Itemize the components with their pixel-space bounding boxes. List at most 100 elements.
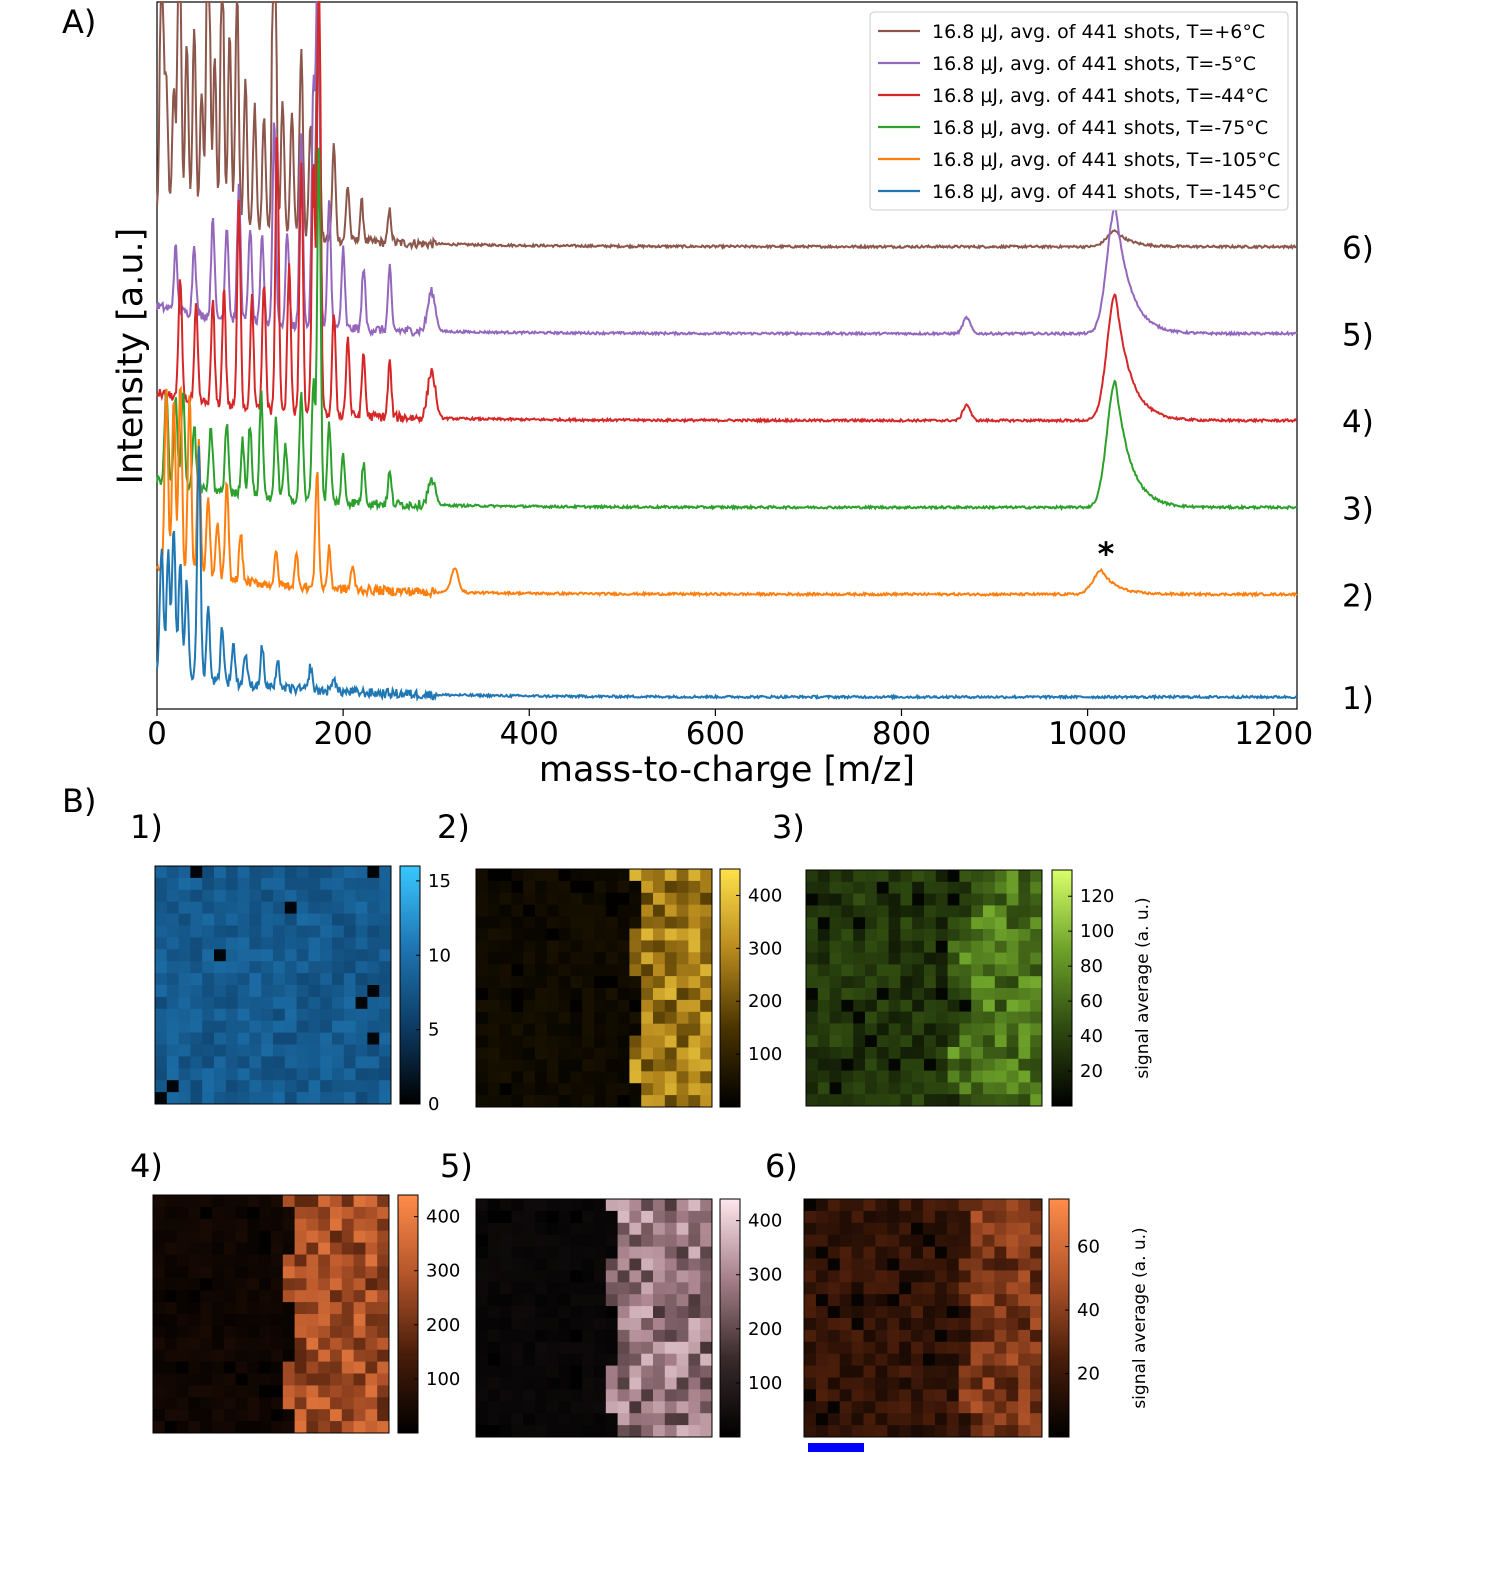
heatmap-cell	[235, 1349, 248, 1362]
heatmap-cell	[653, 1071, 666, 1084]
heatmap-cell	[511, 964, 524, 977]
heatmap-cell	[273, 961, 286, 974]
colorbar-tick-label: 60	[1080, 991, 1103, 1012]
heatmap-cell	[166, 877, 179, 891]
heatmap-cell	[235, 1361, 248, 1374]
heatmap-cell	[1030, 988, 1043, 1001]
heatmap-cell	[887, 1282, 900, 1295]
heatmap-cell	[1018, 964, 1031, 977]
heatmap-cell	[641, 1059, 654, 1072]
heatmap-cell	[841, 1023, 854, 1036]
heatmap-cell	[605, 928, 618, 941]
heatmap-cell	[212, 1230, 225, 1243]
heatmap-cell	[911, 1425, 924, 1438]
heatmap-cell	[511, 1365, 524, 1378]
heatmap-cell	[190, 1032, 203, 1045]
heatmap-cell	[214, 1008, 227, 1022]
heatmap-cell	[983, 929, 996, 942]
heatmap-cell	[582, 1071, 595, 1084]
heatmap-cell	[688, 976, 701, 989]
heatmap-cell	[341, 1325, 354, 1339]
heatmap-cell	[546, 1425, 559, 1438]
heatmap-cell	[994, 1377, 1007, 1390]
heatmap-cell	[935, 893, 948, 906]
heatmap-cell	[839, 1341, 852, 1355]
heatmap-cell	[865, 988, 878, 1001]
heatmap-cell	[863, 1199, 876, 1212]
heatmap-cell	[261, 901, 274, 914]
heatmap-cell	[237, 1032, 250, 1045]
heatmap-cell	[284, 937, 297, 950]
heatmap-cell	[827, 1258, 841, 1271]
heatmap-cell	[934, 1413, 948, 1426]
heatmap-cell	[200, 1195, 213, 1208]
heatmap-cell	[1006, 1353, 1019, 1366]
heatmap-cell	[676, 1234, 689, 1247]
heatmap-cell	[827, 1210, 841, 1224]
heatmap-cell	[259, 1206, 272, 1220]
heatmap-cell	[487, 1199, 500, 1212]
heatmap-cell	[282, 1397, 295, 1410]
heatmap-cell	[476, 1222, 489, 1236]
heatmap-cell	[853, 940, 866, 953]
heatmap-cell	[900, 905, 913, 918]
heatmap-cell	[851, 1199, 864, 1212]
heatmap-cell	[379, 985, 392, 998]
heatmap-cell	[499, 1294, 512, 1307]
heatmap-cell	[259, 1242, 272, 1255]
heatmap-cell	[155, 901, 168, 914]
heatmap-cell	[1030, 1353, 1043, 1366]
heatmap-cell	[353, 1385, 366, 1398]
heatmap-cell	[190, 1080, 203, 1093]
heatmap-cell	[664, 1210, 677, 1224]
heatmap-cell	[959, 1082, 972, 1095]
colorbar-tick-label: 300	[748, 1265, 782, 1286]
heatmap-cell	[237, 925, 250, 938]
heatmap-cell	[641, 1270, 654, 1283]
heatmap-cell	[617, 1210, 630, 1224]
heatmap-cell	[641, 1222, 654, 1236]
heatmap-cell	[153, 1409, 166, 1422]
heatmap-cell	[166, 901, 179, 914]
heatmap-cell	[888, 1023, 901, 1036]
heatmap-cell	[841, 952, 854, 965]
heatmap-cell	[958, 1401, 971, 1414]
heatmap-cell	[582, 1035, 595, 1048]
heatmap-cell	[308, 1032, 321, 1045]
heatmap-cell	[523, 1071, 536, 1084]
heatmap-cell	[617, 988, 630, 1001]
heatmap-cell	[341, 1290, 354, 1303]
heatmap-cell	[946, 1377, 960, 1390]
heatmap-cell	[971, 870, 984, 883]
heatmap-cell	[190, 937, 203, 950]
heatmap-cell	[582, 1282, 595, 1295]
heatmap-cell	[946, 1306, 960, 1319]
heatmap-cell	[523, 952, 536, 965]
heatmap-cell	[523, 869, 536, 882]
heatmap-cell	[1006, 1341, 1019, 1355]
heatmap-cell	[629, 1059, 642, 1072]
heatmap-cell	[235, 1385, 248, 1398]
heatmap-cell	[688, 1047, 701, 1060]
heatmap-cell	[594, 1306, 607, 1319]
heatmap-cell	[153, 1337, 166, 1351]
heatmap-cell	[664, 1199, 677, 1212]
heatmap-cell	[200, 1230, 213, 1243]
heatmap-cell	[320, 1092, 333, 1105]
heatmap-cell	[249, 949, 262, 962]
heatmap-cell	[605, 964, 618, 977]
heatmap-cell	[664, 928, 677, 941]
heatmap-cell	[294, 1206, 307, 1220]
heatmap-cell	[377, 1278, 390, 1291]
heatmap-cell	[863, 1329, 876, 1343]
heatmap-cell	[308, 866, 321, 879]
heatmap-cell	[487, 1095, 500, 1108]
heatmap-cell	[166, 996, 179, 1010]
heatmap-cell	[273, 1020, 286, 1033]
heatmap-cell	[664, 1413, 677, 1426]
heatmap-cell	[629, 1047, 642, 1060]
heatmap-cell	[379, 1008, 392, 1022]
heatmap-cell	[817, 929, 830, 942]
heatmap-cell	[887, 1294, 900, 1307]
heatmap-cell	[153, 1349, 166, 1362]
